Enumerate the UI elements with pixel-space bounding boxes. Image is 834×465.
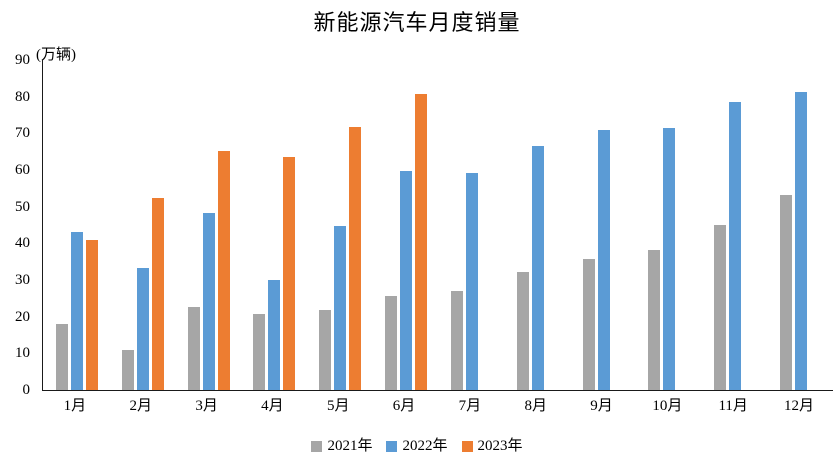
y-axis-tick-label: 10	[15, 345, 30, 362]
bar	[202, 212, 215, 390]
bar	[400, 171, 413, 390]
bar	[187, 307, 200, 390]
plot-area	[42, 60, 833, 391]
bar	[648, 249, 661, 390]
bar	[151, 197, 164, 390]
x-axis-tick-label: 9月	[590, 398, 613, 414]
x-axis-tick-label: 2月	[129, 398, 152, 414]
bar	[334, 226, 347, 390]
bar	[795, 91, 808, 390]
bar-group	[570, 60, 636, 390]
bar-group	[438, 60, 504, 390]
x-axis-tick-label: 8月	[524, 398, 547, 414]
bar	[349, 127, 362, 390]
legend-label: 2022年	[402, 438, 448, 454]
x-axis-tick-label: 11月	[718, 398, 748, 414]
bar-group	[635, 60, 701, 390]
x-axis-tick-label: 12月	[784, 398, 815, 414]
bar	[465, 172, 478, 390]
bar-group	[240, 60, 306, 390]
bar	[56, 324, 68, 390]
y-axis-tick-label: 30	[15, 272, 30, 288]
y-axis: 0 10 20 30 40 50 60 70 80 90	[0, 52, 30, 398]
x-axis: 1月 2月 3月 4月 5月 6月 7月 8月 9月 10月 11月 12月	[42, 397, 832, 415]
bar	[385, 296, 398, 390]
bar	[714, 225, 727, 390]
bar	[121, 349, 134, 390]
bar	[268, 280, 281, 390]
y-axis-tick-label: 80	[15, 88, 30, 105]
y-axis-tick-label: 20	[15, 308, 30, 325]
bar-group	[175, 60, 241, 390]
y-axis-tick-label: 90	[15, 52, 30, 68]
x-axis-tick-label: 6月	[392, 398, 416, 414]
legend-label: 2021年	[327, 438, 373, 454]
bar	[729, 101, 742, 390]
bar	[582, 259, 595, 390]
y-axis-tick-label: 70	[15, 125, 30, 142]
bar	[450, 290, 463, 390]
x-axis-tick-label: 4月	[261, 398, 284, 414]
x-axis-tick-label: 1月	[63, 398, 87, 414]
bar	[253, 314, 266, 390]
bar	[283, 156, 296, 390]
bar-group	[701, 60, 767, 390]
bar	[516, 272, 529, 390]
legend-item: 2023年	[461, 438, 523, 454]
bar	[597, 130, 610, 390]
chart-title: 新能源汽车月度销量	[313, 10, 521, 35]
bar-group	[767, 60, 833, 390]
y-axis-tick-label: 0	[22, 382, 31, 398]
legend: 2021年 2022年 2023年	[0, 438, 834, 454]
bar	[780, 195, 793, 390]
bar-group	[109, 60, 175, 390]
bar	[663, 128, 676, 390]
bar-group	[372, 60, 438, 390]
legend-item: 2021年	[311, 438, 372, 454]
bar-group	[306, 60, 372, 390]
x-axis-tick-label: 10月	[652, 398, 683, 414]
legend-swatch	[461, 440, 473, 452]
x-axis-tick-label: 5月	[326, 398, 350, 414]
legend-swatch	[311, 440, 323, 452]
bar	[136, 267, 149, 390]
bar	[319, 310, 332, 390]
legend-swatch	[386, 440, 398, 452]
y-axis-tick-label: 40	[15, 235, 30, 252]
bar	[415, 94, 428, 390]
y-axis-tick-label: 50	[15, 198, 30, 215]
legend-label: 2023年	[477, 438, 523, 454]
x-axis-tick-label: 3月	[195, 398, 218, 414]
bar	[217, 150, 230, 390]
bar-group	[504, 60, 570, 390]
y-axis-tick-label: 60	[15, 162, 30, 178]
bar-group	[43, 60, 109, 390]
bar	[531, 145, 544, 390]
bar	[86, 240, 98, 390]
y-axis-unit-label: (万辆)	[36, 47, 76, 63]
x-axis-tick-label: 7月	[458, 398, 482, 414]
bar	[71, 231, 83, 390]
legend-item: 2022年	[386, 438, 448, 454]
